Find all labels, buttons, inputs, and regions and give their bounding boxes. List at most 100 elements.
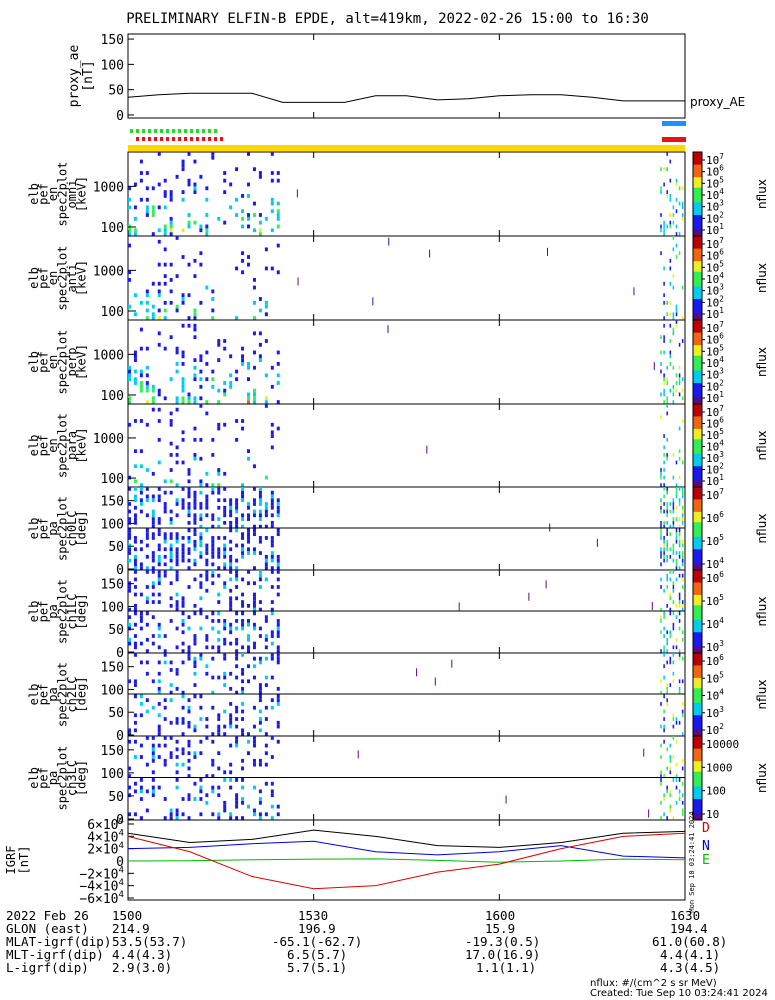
spectrogram-cell <box>163 758 167 763</box>
colorbar-swatch <box>693 445 702 449</box>
spectrogram-cell <box>175 577 179 582</box>
spectrogram-cell <box>270 494 274 499</box>
red-flag-dot <box>196 137 199 141</box>
spectrogram-cell <box>270 607 274 612</box>
spectrogram-cell <box>169 479 173 484</box>
spectrogram-cell <box>229 554 233 559</box>
spectrogram-cell <box>211 490 215 495</box>
spectrogram-cell <box>145 600 149 604</box>
colorbar-swatch <box>693 815 702 819</box>
spectrogram-cell <box>252 785 256 790</box>
spectrogram-cell <box>157 517 161 521</box>
spectrogram-cell <box>133 354 137 359</box>
spectrogram-ylabel: ch0LC <box>65 510 79 546</box>
spectrogram-cell <box>205 615 209 620</box>
spectrogram-cell <box>681 205 684 210</box>
spectrogram-cell <box>133 812 137 817</box>
colorbar-swatch <box>693 236 702 239</box>
spectrogram-cell <box>193 437 197 442</box>
spectrogram-cell <box>128 232 131 236</box>
y-tick-label: 50 <box>108 540 124 555</box>
spectrogram-ylabel: [deg] <box>75 760 89 796</box>
spectrogram-cell <box>151 400 155 404</box>
spectrogram-cell <box>252 566 256 570</box>
spectrogram-cell <box>258 607 262 612</box>
spectrogram-cell <box>128 377 131 382</box>
colorbar-swatch <box>693 561 702 565</box>
spectrogram-cell <box>145 762 149 767</box>
colorbar-swatch <box>693 644 702 648</box>
spectrogram-cell <box>678 720 681 725</box>
spectrogram-cell <box>151 558 155 563</box>
spectrogram-cell <box>229 702 233 706</box>
spectrogram-cell <box>128 622 131 627</box>
spectrogram-cell <box>223 346 227 351</box>
spectrogram-cell <box>133 554 137 559</box>
spectrogram-cell <box>175 498 179 503</box>
spectrogram-cell <box>169 581 173 586</box>
spectrogram-cell <box>133 694 137 699</box>
colorbar-swatch <box>693 522 702 525</box>
spectrogram-cell <box>666 167 668 172</box>
spectrogram-cell <box>229 762 233 767</box>
spectrogram-cell <box>675 323 678 328</box>
spectrogram-cell <box>205 664 209 669</box>
spectrogram-cell <box>175 532 179 537</box>
spectrogram-cell <box>247 194 250 198</box>
spectrogram-cell <box>175 407 179 412</box>
spectrogram-cell <box>157 392 161 397</box>
colorbar-swatch <box>693 599 702 602</box>
spectrogram-cell <box>223 536 227 540</box>
spectrogram-cell <box>133 216 137 221</box>
colorbar-tick-label: 106 <box>706 653 724 668</box>
colorbar-tick-label: 104 <box>706 688 724 703</box>
spectrogram-cell <box>229 513 233 518</box>
spectrogram-cell <box>235 709 239 714</box>
spectrogram-cell <box>663 373 665 378</box>
colorbar-swatch <box>693 790 702 794</box>
spectrogram-cell <box>666 547 668 552</box>
spectrogram-cell <box>128 551 131 555</box>
spectrogram-cell <box>666 520 668 525</box>
spectrogram-cell <box>175 513 179 518</box>
spectrogram-cell <box>666 532 668 537</box>
spectrogram-cell <box>169 377 173 382</box>
colorbar-swatch <box>693 759 702 762</box>
spectrogram-cell <box>663 182 665 187</box>
spectrogram-cell <box>669 300 672 305</box>
spectrogram-cell <box>181 717 185 721</box>
colorbar-swatch <box>693 170 702 174</box>
spectrogram-cell <box>205 400 209 404</box>
spectrogram-cell <box>187 743 191 748</box>
spectrogram-ylabel: pef <box>37 267 51 289</box>
spectrogram-cell <box>181 762 185 767</box>
igrf-tick-label: 0 <box>116 855 124 870</box>
colorbar-swatch <box>693 706 702 710</box>
spectrogram-cell <box>258 762 262 767</box>
spectrogram-cell <box>193 312 197 317</box>
colorbar-swatch <box>693 688 702 691</box>
spectrogram-cell <box>199 396 203 401</box>
spectrogram-cell <box>672 645 675 650</box>
spectrogram-cell <box>181 400 185 404</box>
colorbar-tick-label: 105 <box>706 343 724 358</box>
green-flag-dot <box>202 129 205 133</box>
spectrogram-cell <box>205 724 209 729</box>
spectrogram-cell <box>205 637 209 642</box>
spectrogram-cell <box>681 793 684 798</box>
spectrogram-cell <box>199 539 203 544</box>
spectrogram-cell <box>672 653 675 657</box>
spectrogram-cell <box>193 220 197 225</box>
spectrogram-cell <box>669 634 672 638</box>
colorbar-swatch <box>693 518 702 521</box>
spectrogram-cell <box>672 453 675 457</box>
spectrogram-cell <box>133 539 137 544</box>
spectrogram-cell <box>276 724 280 729</box>
spectrogram-cell <box>229 558 233 563</box>
spectrogram-cell <box>128 502 131 506</box>
spectrogram-cell <box>678 342 681 347</box>
spectrogram-cell <box>223 505 227 510</box>
spectrogram-cell <box>187 509 191 514</box>
spectrogram-cell <box>663 502 665 506</box>
spectrogram-cell <box>133 653 137 657</box>
